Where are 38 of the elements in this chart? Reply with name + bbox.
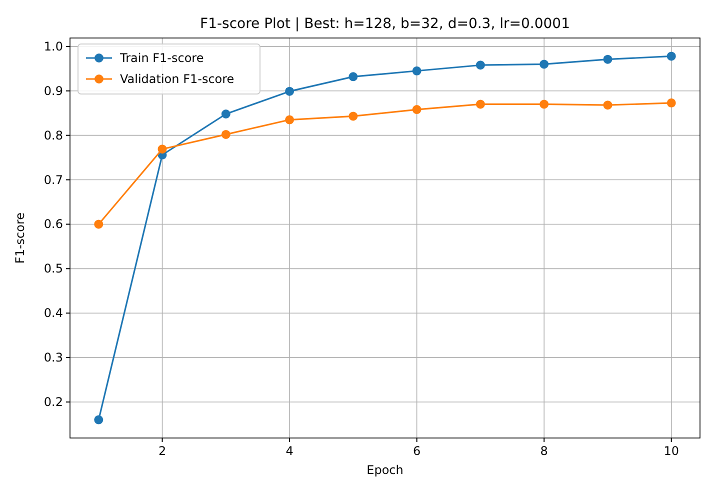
y-tick-label: 0.5 bbox=[44, 262, 63, 276]
point bbox=[158, 144, 167, 154]
point bbox=[348, 72, 358, 82]
point bbox=[476, 100, 485, 109]
x-tick-label: 4 bbox=[286, 444, 294, 458]
x-axis-title: Epoch bbox=[366, 463, 404, 477]
y-tick-label: 0.7 bbox=[44, 172, 63, 187]
x-tick-label: 8 bbox=[540, 444, 548, 458]
y-tick-label: 0.3 bbox=[44, 350, 63, 365]
point bbox=[285, 115, 294, 124]
point bbox=[603, 100, 612, 110]
point bbox=[221, 110, 230, 118]
point bbox=[94, 415, 104, 424]
point bbox=[666, 52, 676, 61]
point bbox=[540, 60, 549, 69]
x-tick-label: 2 bbox=[158, 444, 166, 458]
point bbox=[412, 66, 422, 76]
y-tick-label: 0.8 bbox=[44, 128, 63, 142]
x-tick-label: 10 bbox=[664, 444, 680, 458]
legend-label: Train F1-score bbox=[119, 51, 204, 65]
y-axis-title: F1-score bbox=[13, 212, 27, 264]
y-tick-label: 0.9 bbox=[44, 84, 63, 98]
point bbox=[285, 86, 294, 96]
point bbox=[348, 112, 358, 121]
point bbox=[603, 54, 612, 64]
point bbox=[540, 100, 549, 109]
point bbox=[94, 220, 104, 229]
y-tick-label: 1.0 bbox=[44, 39, 63, 54]
chart-title: F1-score Plot | Best: h=128, b=32, d=0.3, lr=0.0001 bbox=[200, 16, 570, 32]
y-tick-label: 0.2 bbox=[44, 395, 63, 409]
x-tick-label: 6 bbox=[413, 444, 421, 458]
point bbox=[666, 98, 676, 108]
legend-label: Validation F1-score bbox=[120, 72, 234, 86]
point bbox=[221, 130, 230, 139]
point bbox=[476, 60, 485, 70]
y-tick-label: 0.4 bbox=[44, 306, 63, 320]
y-tick-label: 0.6 bbox=[44, 217, 63, 232]
point bbox=[412, 105, 422, 114]
